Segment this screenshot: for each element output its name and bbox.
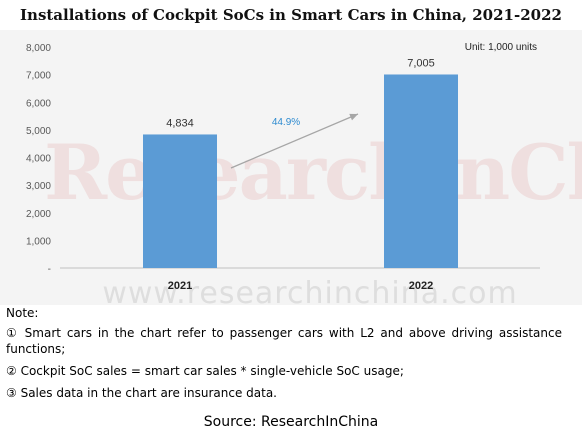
data-label-2021: 4,834 [166,117,194,129]
notes-heading: Note: [6,306,39,320]
y-tick-label: - [48,264,51,275]
y-tick-label: 3,000 [26,181,51,192]
chart-title: Installations of Cockpit SoCs in Smart C… [20,6,562,24]
growth-label: 44.9% [272,117,300,128]
y-tick-label: 8,000 [26,43,51,54]
bar-2022 [384,74,458,268]
note-item-3: ③ Sales data in the chart are insurance … [6,386,277,400]
growth-arrow-head [349,113,358,121]
bar-chart: - 1,000 2,000 3,000 4,000 5,000 6,000 7,000 8,00… [26,42,540,292]
y-tick-label: 2,000 [26,209,51,220]
y-tick-label: 5,000 [26,126,51,137]
plot-background [0,30,582,305]
y-tick-label: 4,000 [26,154,51,165]
source-line: Source: ResearchInChina [203,414,379,430]
x-tick-label-2021: 2021 [168,280,192,292]
note-item-1: ① Smart cars in the chart refer to passe… [6,326,562,356]
bar-2021 [143,134,217,268]
growth-arrow-line [230,113,359,169]
y-tick-label: 6,000 [26,98,51,109]
data-label-2022: 7,005 [407,57,435,69]
note-item-2: ② Cockpit SoC sales = smart car sales * … [6,364,404,378]
x-tick-label-2022: 2022 [409,280,433,292]
y-tick-label: 1,000 [26,236,51,247]
y-tick-label: 7,000 [26,71,51,82]
notes-section: Note: ① Smart cars in the chart refer to… [6,305,562,407]
unit-label: Unit: 1,000 units [465,42,537,53]
